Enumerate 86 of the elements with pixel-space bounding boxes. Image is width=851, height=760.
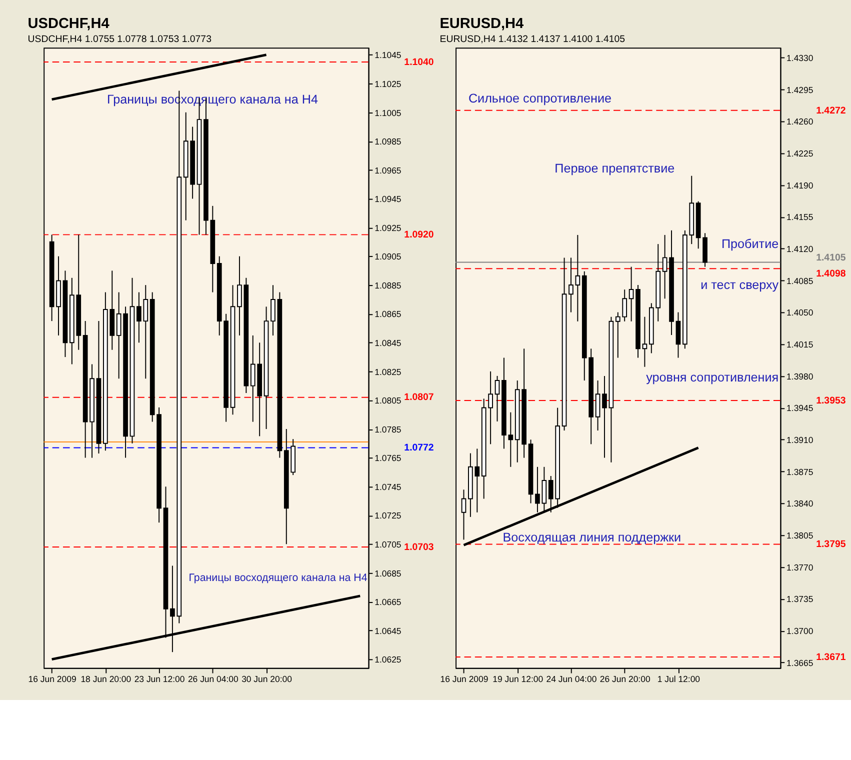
y-tick-label: 1.0705 xyxy=(374,540,402,550)
y-tick-label: 1.0985 xyxy=(374,136,402,147)
y-tick-label: 1.1005 xyxy=(374,108,402,118)
y-tick-label: 1.3875 xyxy=(786,466,814,477)
x-tick-label: 18 Jun 20:00 xyxy=(80,674,132,684)
y-tick-label: 1.0845 xyxy=(374,338,402,348)
chart-title: EURUSD,H4 xyxy=(440,16,524,32)
y-tick-label: 1.0625 xyxy=(374,654,402,665)
annotation: Сильное сопротивление xyxy=(468,91,612,106)
candlestick xyxy=(237,256,242,336)
x-tick-label: 16 Jun 2009 xyxy=(440,674,488,684)
chart-title: USDCHF,H4 xyxy=(28,16,110,32)
y-tick-label: 1.1045 xyxy=(374,50,402,60)
y-tick-label: 1.0865 xyxy=(374,309,402,320)
x-tick-label: 30 Jun 20:00 xyxy=(242,674,292,684)
y-tick-label: 1.3665 xyxy=(786,658,814,668)
x-tick-label: 1 Jul 12:00 xyxy=(657,674,700,684)
y-tick-label: 1.4085 xyxy=(786,276,814,286)
ref-line-label: 1.3795 xyxy=(816,539,846,550)
x-tick-label: 23 Jun 12:00 xyxy=(134,674,185,684)
annotation: Границы восходящего канала на H4 xyxy=(188,572,368,584)
y-tick-label: 1.4260 xyxy=(786,116,814,127)
y-tick-label: 1.4015 xyxy=(786,340,814,350)
y-tick-label: 1.0745 xyxy=(374,482,402,492)
y-tick-label: 1.3770 xyxy=(786,562,814,572)
y-tick-label: 1.3840 xyxy=(786,498,814,509)
x-tick-label: 24 Jun 04:00 xyxy=(546,674,597,684)
y-tick-label: 1.4190 xyxy=(786,180,814,190)
annotation: уровня сопротивления xyxy=(646,370,779,384)
y-tick-label: 1.4155 xyxy=(786,212,814,222)
y-tick-label: 1.0825 xyxy=(374,366,402,377)
candlestick xyxy=(628,266,634,322)
chart-subtitle: EURUSD,H4 1.4132 1.4137 1.4100 1.4105 xyxy=(440,34,626,45)
y-tick-label: 1.0685 xyxy=(374,568,402,578)
y-tick-label: 1.3735 xyxy=(786,594,814,604)
x-tick-label: 26 Jun 04:00 xyxy=(188,674,239,684)
y-tick-label: 1.0885 xyxy=(374,280,402,290)
annotation: Пробитие xyxy=(721,237,779,252)
y-tick-label: 1.4225 xyxy=(786,148,814,158)
y-tick-label: 1.0925 xyxy=(374,222,402,233)
y-tick-label: 1.4050 xyxy=(786,308,814,318)
annotation: Восходящая линия поддержки xyxy=(502,530,682,545)
y-tick-label: 1.3910 xyxy=(786,435,814,446)
candlestick xyxy=(595,380,600,432)
candlestick xyxy=(575,234,580,322)
ref-line-label: 1.1040 xyxy=(404,56,434,68)
x-tick-label: 16 Jun 2009 xyxy=(28,674,76,684)
ref-line-label: 1.4098 xyxy=(816,268,846,280)
x-tick-label: 26 Jun 20:00 xyxy=(600,674,650,684)
y-tick-label: 1.4295 xyxy=(786,84,814,95)
y-tick-label: 1.0965 xyxy=(374,165,402,176)
y-tick-label: 1.0645 xyxy=(374,626,402,636)
y-tick-label: 1.3980 xyxy=(786,371,814,382)
candlestick xyxy=(568,257,574,313)
y-tick-label: 1.0725 xyxy=(374,510,402,521)
candlestick xyxy=(676,312,681,358)
candlestick xyxy=(642,316,648,368)
ref-line-label: 1.3953 xyxy=(816,395,846,406)
candlestick xyxy=(461,489,466,540)
y-tick-label: 1.0765 xyxy=(374,453,402,464)
ref-line-label: 1.3671 xyxy=(816,652,846,663)
chart-subtitle: USDCHF,H4 1.0755 1.0778 1.0753 1.0773 xyxy=(28,34,212,45)
candlestick xyxy=(602,375,607,458)
x-tick-label: 19 Jun 12:00 xyxy=(492,674,544,684)
candlestick xyxy=(662,234,668,300)
ref-line-label: 1.0703 xyxy=(404,542,434,553)
ref-line-label: 1.0920 xyxy=(404,230,434,241)
ref-line-label: 1.0772 xyxy=(404,442,434,454)
ref-line-label: 1.4272 xyxy=(816,105,846,116)
y-tick-label: 1.3805 xyxy=(786,530,814,541)
y-tick-label: 1.3945 xyxy=(786,403,814,414)
y-tick-label: 1.0665 xyxy=(374,597,402,608)
y-tick-label: 1.4330 xyxy=(786,52,814,63)
candlestick xyxy=(494,375,500,422)
annotation: Первое препятствие xyxy=(554,161,675,176)
ref-line-label: 1.4105 xyxy=(816,252,846,264)
y-tick-label: 1.0805 xyxy=(374,396,402,406)
ref-line-label: 1.0807 xyxy=(404,392,434,404)
y-tick-label: 1.0945 xyxy=(374,194,402,204)
y-tick-label: 1.3700 xyxy=(786,626,814,636)
annotation: и тест сверху xyxy=(700,278,780,292)
y-tick-label: 1.1025 xyxy=(374,78,402,89)
y-tick-label: 1.0785 xyxy=(374,424,402,434)
y-tick-label: 1.4120 xyxy=(786,244,814,254)
y-tick-label: 1.0905 xyxy=(374,252,402,262)
candlestick xyxy=(270,284,276,336)
